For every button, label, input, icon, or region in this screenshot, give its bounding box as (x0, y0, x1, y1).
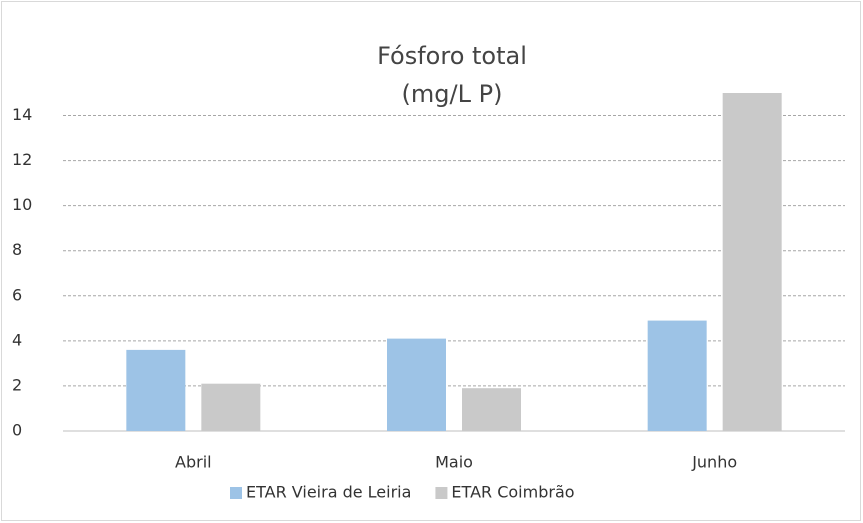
y-tick-label: 10 (12, 195, 32, 214)
x-tick-label: Junho (691, 453, 737, 472)
y-tick-label: 2 (12, 375, 22, 394)
chart-title: Fósforo total (377, 42, 527, 70)
bar (126, 349, 186, 431)
y-tick-label: 8 (12, 240, 22, 259)
x-tick-label: Abril (175, 453, 212, 472)
legend-label: ETAR Coimbrão (451, 483, 574, 502)
bar (462, 388, 521, 431)
chart-title: (mg/L P) (402, 80, 503, 108)
bar (722, 93, 782, 431)
bar (647, 320, 707, 431)
y-tick-label: 14 (12, 105, 32, 124)
y-tick-label: 4 (12, 330, 22, 349)
y-tick-label: 0 (12, 421, 22, 440)
legend-swatch (230, 487, 242, 499)
bar (387, 338, 446, 431)
bar (201, 383, 261, 431)
x-tick-label: Maio (435, 453, 473, 472)
y-tick-label: 12 (12, 150, 32, 169)
legend-swatch (435, 487, 448, 499)
y-tick-label: 6 (12, 285, 22, 304)
legend-label: ETAR Vieira de Leiria (246, 483, 411, 502)
